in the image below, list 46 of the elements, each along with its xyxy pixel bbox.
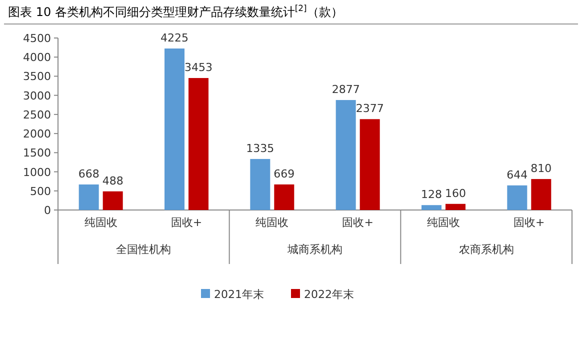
bar <box>102 191 123 210</box>
data-label: 3453 <box>184 61 212 74</box>
y-tick-label: 2000 <box>23 128 51 141</box>
y-tick-label: 3000 <box>23 89 51 102</box>
y-tick-label: 4500 <box>23 32 51 45</box>
y-tick-label: 3500 <box>23 70 51 84</box>
data-label: 1335 <box>246 142 274 155</box>
x-tick-label: 固收+ <box>342 216 374 229</box>
text: 全国性机构 <box>116 243 172 256</box>
text: 农商系机构 <box>458 243 514 256</box>
data-label: 810 <box>530 162 552 176</box>
y-tick-label: 4000 <box>23 51 51 64</box>
x-tick-label: 纯固收 <box>256 216 289 229</box>
bar <box>336 100 356 210</box>
data-label: 488 <box>102 174 124 188</box>
bar <box>274 184 294 210</box>
y-tick-label: 1500 <box>23 146 51 160</box>
x-tick-label: 固收+ <box>170 216 202 229</box>
x-tick-label: 纯固收 <box>84 216 118 229</box>
data-label: 668 <box>78 167 100 180</box>
x-tick-label: 纯固收 <box>427 216 460 229</box>
y-tick-label: 0 <box>44 204 51 217</box>
bar <box>360 119 380 210</box>
data-label: 644 <box>506 168 528 182</box>
bar <box>250 158 270 210</box>
legend-label: 2022年末 <box>304 288 354 301</box>
x-tick-label: 固收+ <box>514 216 545 229</box>
data-label: 2377 <box>356 102 384 116</box>
data-label: 4225 <box>160 32 188 45</box>
text: 城商系机构 <box>286 243 342 256</box>
data-label: 160 <box>445 186 466 200</box>
legend-label: 2021年末 <box>214 288 264 301</box>
bar <box>78 184 99 210</box>
bar <box>188 78 208 210</box>
y-tick-label: 500 <box>30 184 51 198</box>
bar <box>422 205 442 210</box>
y-tick-label: 1000 <box>23 166 51 179</box>
data-label: 669 <box>274 167 295 180</box>
bar <box>446 204 466 210</box>
data-label: 128 <box>421 188 442 202</box>
data-label: 2877 <box>332 83 360 96</box>
chart-title: 图表 10 各类机构不同细分类型理财产品存续数量统计$^{[2]}$（款） <box>8 3 343 19</box>
bar <box>531 179 552 210</box>
bar <box>164 48 184 210</box>
bar <box>507 185 528 210</box>
y-tick-label: 2500 <box>23 108 51 122</box>
